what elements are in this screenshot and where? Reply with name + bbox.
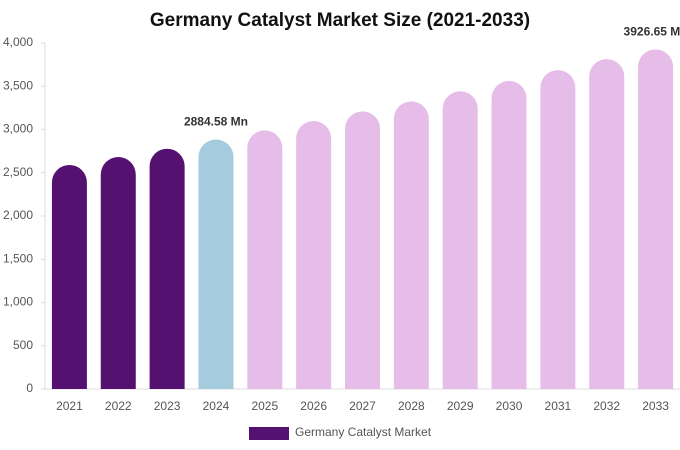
bar [149, 148, 185, 389]
y-tick-label: 4,000 [3, 35, 33, 49]
bar [442, 91, 478, 389]
legend-label: Germany Catalyst Market [295, 425, 432, 439]
y-tick-label: 2,000 [3, 208, 33, 222]
chart-title: Germany Catalyst Market Size (2021-2033) [150, 10, 530, 31]
y-tick-label: 500 [13, 338, 33, 352]
x-tick-label: 2028 [398, 399, 425, 413]
bar [198, 139, 234, 389]
bar [296, 121, 332, 389]
x-tick-label: 2030 [496, 399, 523, 413]
y-tick-label: 0 [26, 381, 33, 395]
bar [540, 70, 576, 389]
bar [491, 80, 527, 390]
x-tick-label: 2025 [251, 399, 278, 413]
legend-swatch [249, 427, 289, 440]
bar [247, 130, 283, 390]
x-tick-label: 2033 [642, 399, 669, 413]
x-tick-label: 2031 [545, 399, 572, 413]
value-label: 2884.58 Mn [184, 115, 248, 129]
y-tick-label: 1,000 [3, 295, 33, 309]
x-tick-label: 2026 [300, 399, 327, 413]
y-tick-label: 3,500 [3, 78, 33, 92]
bar [393, 101, 429, 389]
x-tick-label: 2032 [593, 399, 620, 413]
x-tick-label: 2029 [447, 399, 474, 413]
bar [638, 49, 674, 389]
x-tick-label: 2024 [203, 399, 230, 413]
bar [100, 157, 136, 389]
bar [589, 59, 625, 390]
bar [51, 164, 87, 389]
x-tick-label: 2022 [105, 399, 132, 413]
y-tick-label: 3,000 [3, 122, 33, 136]
y-tick-label: 2,500 [3, 165, 33, 179]
x-tick-label: 2027 [349, 399, 376, 413]
x-tick-label: 2023 [154, 399, 181, 413]
bar [345, 111, 380, 389]
y-tick-label: 1,500 [3, 251, 33, 265]
x-tick-label: 2021 [56, 399, 83, 413]
value-label: 3926.65 Mn [624, 25, 680, 39]
